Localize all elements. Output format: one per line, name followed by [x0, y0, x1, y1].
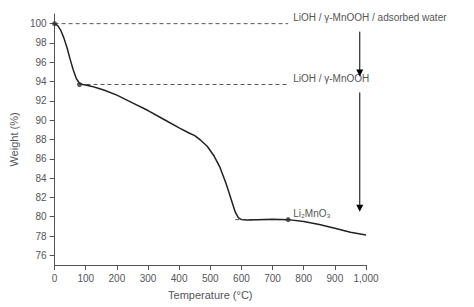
- svg-text:80: 80: [35, 211, 47, 222]
- svg-text:82: 82: [35, 192, 47, 203]
- svg-text:400: 400: [171, 273, 188, 284]
- svg-text:100: 100: [77, 273, 94, 284]
- svg-text:90: 90: [35, 115, 47, 126]
- svg-text:78: 78: [35, 231, 47, 242]
- svg-text:700: 700: [264, 273, 281, 284]
- svg-text:100: 100: [30, 18, 47, 29]
- svg-text:200: 200: [109, 273, 126, 284]
- svg-text:300: 300: [140, 273, 157, 284]
- svg-text:84: 84: [35, 173, 47, 184]
- svg-text:LiOH / γ-MnOOH: LiOH / γ-MnOOH: [293, 73, 369, 84]
- svg-text:Temperature (°C): Temperature (°C): [168, 289, 252, 301]
- svg-text:Weight (%): Weight (%): [8, 112, 20, 166]
- svg-text:94: 94: [35, 76, 47, 87]
- svg-text:Li₂MnO₃: Li₂MnO₃: [293, 208, 330, 219]
- svg-text:98: 98: [35, 37, 47, 48]
- svg-text:900: 900: [327, 273, 344, 284]
- svg-text:88: 88: [35, 134, 47, 145]
- svg-text:92: 92: [35, 95, 47, 106]
- svg-text:76: 76: [35, 250, 47, 261]
- svg-text:96: 96: [35, 57, 47, 68]
- svg-text:1,000: 1,000: [353, 273, 378, 284]
- svg-text:500: 500: [202, 273, 219, 284]
- svg-text:86: 86: [35, 153, 47, 164]
- svg-text:600: 600: [233, 273, 250, 284]
- svg-text:800: 800: [295, 273, 312, 284]
- svg-text:0: 0: [52, 273, 58, 284]
- svg-text:LiOH / γ-MnOOH / adsorbed wate: LiOH / γ-MnOOH / adsorbed water: [293, 12, 447, 23]
